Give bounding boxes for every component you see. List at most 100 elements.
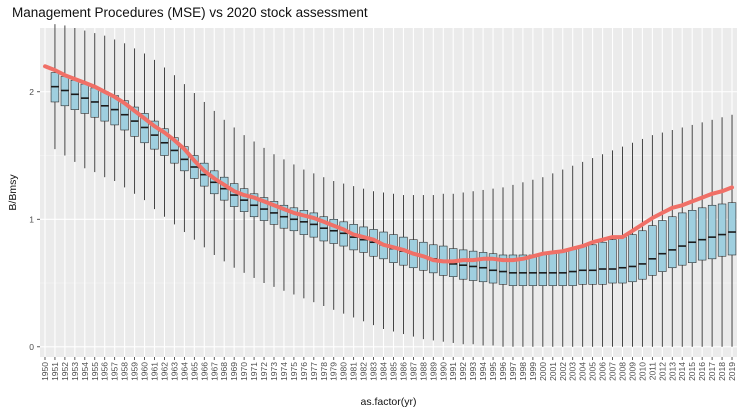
box-iqr xyxy=(717,203,727,257)
x-tick-label: 1981 xyxy=(349,362,359,381)
box-iqr xyxy=(727,202,737,256)
box-iqr xyxy=(668,216,677,269)
x-tick-label: 1971 xyxy=(249,362,259,381)
x-tick-label: 1960 xyxy=(140,362,150,381)
box-1993 xyxy=(468,191,478,345)
x-tick-label: 1968 xyxy=(219,362,229,381)
x-tick-label: 2009 xyxy=(627,362,637,381)
box-1971 xyxy=(249,141,259,278)
box-2006 xyxy=(598,154,607,347)
box-1998 xyxy=(518,182,528,347)
box-2016 xyxy=(697,122,707,347)
x-tick-label: 1951 xyxy=(50,362,60,381)
x-tick-label: 1969 xyxy=(229,362,239,381)
box-iqr xyxy=(678,212,687,266)
box-1961 xyxy=(150,59,159,210)
x-tick-label: 2005 xyxy=(588,362,598,381)
box-2007 xyxy=(608,150,617,347)
x-tick-label: 1987 xyxy=(408,362,418,381)
box-1975 xyxy=(289,164,299,295)
box-iqr xyxy=(608,239,617,284)
x-tick-label: 2000 xyxy=(538,362,548,381)
x-tick-label: 1998 xyxy=(518,362,528,381)
box-1972 xyxy=(259,147,269,284)
x-tick-label: 1950 xyxy=(40,362,50,381)
x-tick-label: 1974 xyxy=(279,362,289,381)
box-1983 xyxy=(369,191,378,326)
box-iqr xyxy=(588,244,597,285)
x-tick-label: 1980 xyxy=(339,362,349,381)
box-1959 xyxy=(130,48,139,194)
x-tick-label: 1988 xyxy=(418,362,428,381)
box-2014 xyxy=(678,127,687,347)
box-2002 xyxy=(558,169,567,347)
box-2010 xyxy=(638,138,647,347)
x-tick-label: 1975 xyxy=(289,362,299,381)
x-tick-label: 1983 xyxy=(369,362,379,381)
box-1980 xyxy=(339,183,348,314)
x-tick-label: 2013 xyxy=(667,362,677,381)
x-tick-label: 1952 xyxy=(60,362,70,381)
x-tick-label: 1979 xyxy=(329,362,339,381)
y-tick-label: 2 xyxy=(29,87,34,97)
x-tick-label: 1990 xyxy=(438,362,448,381)
box-iqr xyxy=(548,252,557,286)
box-2012 xyxy=(658,132,667,347)
x-tick-label: 1956 xyxy=(100,362,110,381)
box-1981 xyxy=(349,186,358,318)
box-iqr xyxy=(707,204,717,260)
x-tick-label: 2010 xyxy=(637,362,647,381)
x-tick-label: 1967 xyxy=(209,362,219,381)
x-tick-label: 1973 xyxy=(269,362,279,381)
x-tick-label: 2006 xyxy=(598,362,608,381)
x-tick-label: 1961 xyxy=(150,362,160,381)
x-tick-label: 1970 xyxy=(239,362,249,381)
box-1967 xyxy=(210,110,219,255)
box-1970 xyxy=(239,135,249,273)
box-iqr xyxy=(688,210,697,263)
boxes-layer xyxy=(50,24,737,347)
box-2008 xyxy=(618,146,627,347)
x-tick-label: 1954 xyxy=(80,362,90,381)
x-tick-label: 1972 xyxy=(259,362,269,381)
box-1954 xyxy=(80,30,89,169)
box-iqr xyxy=(498,254,508,285)
x-tick-label: 1977 xyxy=(309,362,319,381)
x-axis-title: as.factor(yr) xyxy=(360,396,416,408)
x-tick-label: 1995 xyxy=(488,362,498,381)
x-tick-label: 1959 xyxy=(130,362,140,381)
box-iqr xyxy=(508,254,518,286)
box-iqr xyxy=(697,207,707,261)
x-tick-label: 1985 xyxy=(388,362,398,381)
box-1978 xyxy=(319,177,328,306)
x-tick-label: 1999 xyxy=(528,362,538,381)
x-tick-label: 1966 xyxy=(199,362,209,381)
box-1976 xyxy=(299,169,309,299)
x-tick-label: 2016 xyxy=(697,362,707,381)
x-tick-label: 1953 xyxy=(70,362,80,381)
box-iqr xyxy=(578,245,587,285)
box-1977 xyxy=(309,173,319,303)
x-tick-label: 2012 xyxy=(657,362,667,381)
box-iqr xyxy=(628,234,637,283)
x-tick-label: 1955 xyxy=(90,362,100,381)
box-iqr xyxy=(538,253,548,286)
box-iqr xyxy=(638,230,647,280)
x-tick-label: 2007 xyxy=(608,362,618,381)
x-tick-label: 1964 xyxy=(179,362,189,381)
y-tick-label: 1 xyxy=(29,214,34,224)
plot-panel xyxy=(40,28,737,357)
box-1992 xyxy=(458,192,468,345)
box-2015 xyxy=(688,124,697,347)
chart-title: Management Procedures (MSE) vs 2020 stoc… xyxy=(12,5,368,20)
box-2017 xyxy=(707,119,717,347)
y-axis: 0 1 2 xyxy=(29,87,40,352)
x-tick-label: 1996 xyxy=(498,362,508,381)
box-iqr xyxy=(518,254,528,286)
box-2013 xyxy=(668,130,677,347)
x-tick-label: 1991 xyxy=(448,362,458,381)
box-1963 xyxy=(170,75,179,225)
y-axis-title: B/Bmsy xyxy=(7,174,19,211)
x-tick-label: 2011 xyxy=(647,362,657,381)
x-tick-label: 2001 xyxy=(548,362,558,381)
